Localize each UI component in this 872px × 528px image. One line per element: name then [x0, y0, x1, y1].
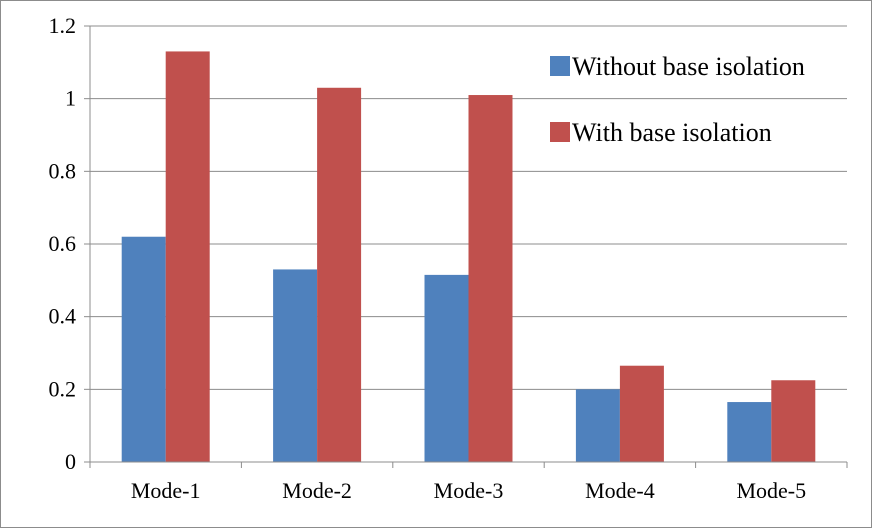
legend-swatch: [550, 122, 570, 142]
y-tick-label: 0.2: [49, 376, 77, 401]
bar-with-isolation-mode-4: [619, 365, 664, 462]
bar-with-isolation-mode-3: [468, 95, 513, 463]
bar-without-isolation-mode-3: [424, 274, 469, 462]
bar-with-isolation-mode-5: [771, 380, 816, 462]
bar-without-isolation-mode-4: [575, 389, 620, 462]
bar-without-isolation-mode-5: [727, 402, 772, 462]
bar-with-isolation-mode-2: [317, 87, 362, 463]
x-tick-labels: Mode-1 Mode-2 Mode-3 Mode-4 Mode-5: [131, 478, 806, 503]
y-tick-label: 1: [65, 86, 76, 111]
y-tick-labels: 0 0.2 0.4 0.6 0.8 1 1.2: [49, 13, 77, 474]
legend-swatch: [550, 56, 570, 76]
bar-without-isolation-mode-2: [273, 269, 318, 462]
y-tick-label: 0: [65, 449, 76, 474]
y-tick-label: 0.6: [49, 231, 77, 256]
legend: Without base isolation With base isolatio…: [550, 52, 805, 147]
axes: [84, 25, 848, 468]
y-tick-label: 0.8: [49, 158, 77, 183]
x-tick-label: Mode-4: [585, 478, 655, 503]
bar-without-isolation-mode-1: [121, 236, 166, 462]
legend-label: Without base isolation: [572, 52, 805, 81]
x-tick-label: Mode-1: [131, 478, 201, 503]
bars: [121, 51, 816, 463]
x-tick-label: Mode-3: [434, 478, 504, 503]
y-tick-label: 0.4: [49, 304, 77, 329]
x-tick-label: Mode-2: [282, 478, 352, 503]
legend-label: With base isolation: [572, 118, 772, 147]
y-tick-label: 1.2: [49, 13, 77, 38]
bar-with-isolation-mode-1: [165, 51, 210, 462]
x-tick-label: Mode-5: [736, 478, 806, 503]
